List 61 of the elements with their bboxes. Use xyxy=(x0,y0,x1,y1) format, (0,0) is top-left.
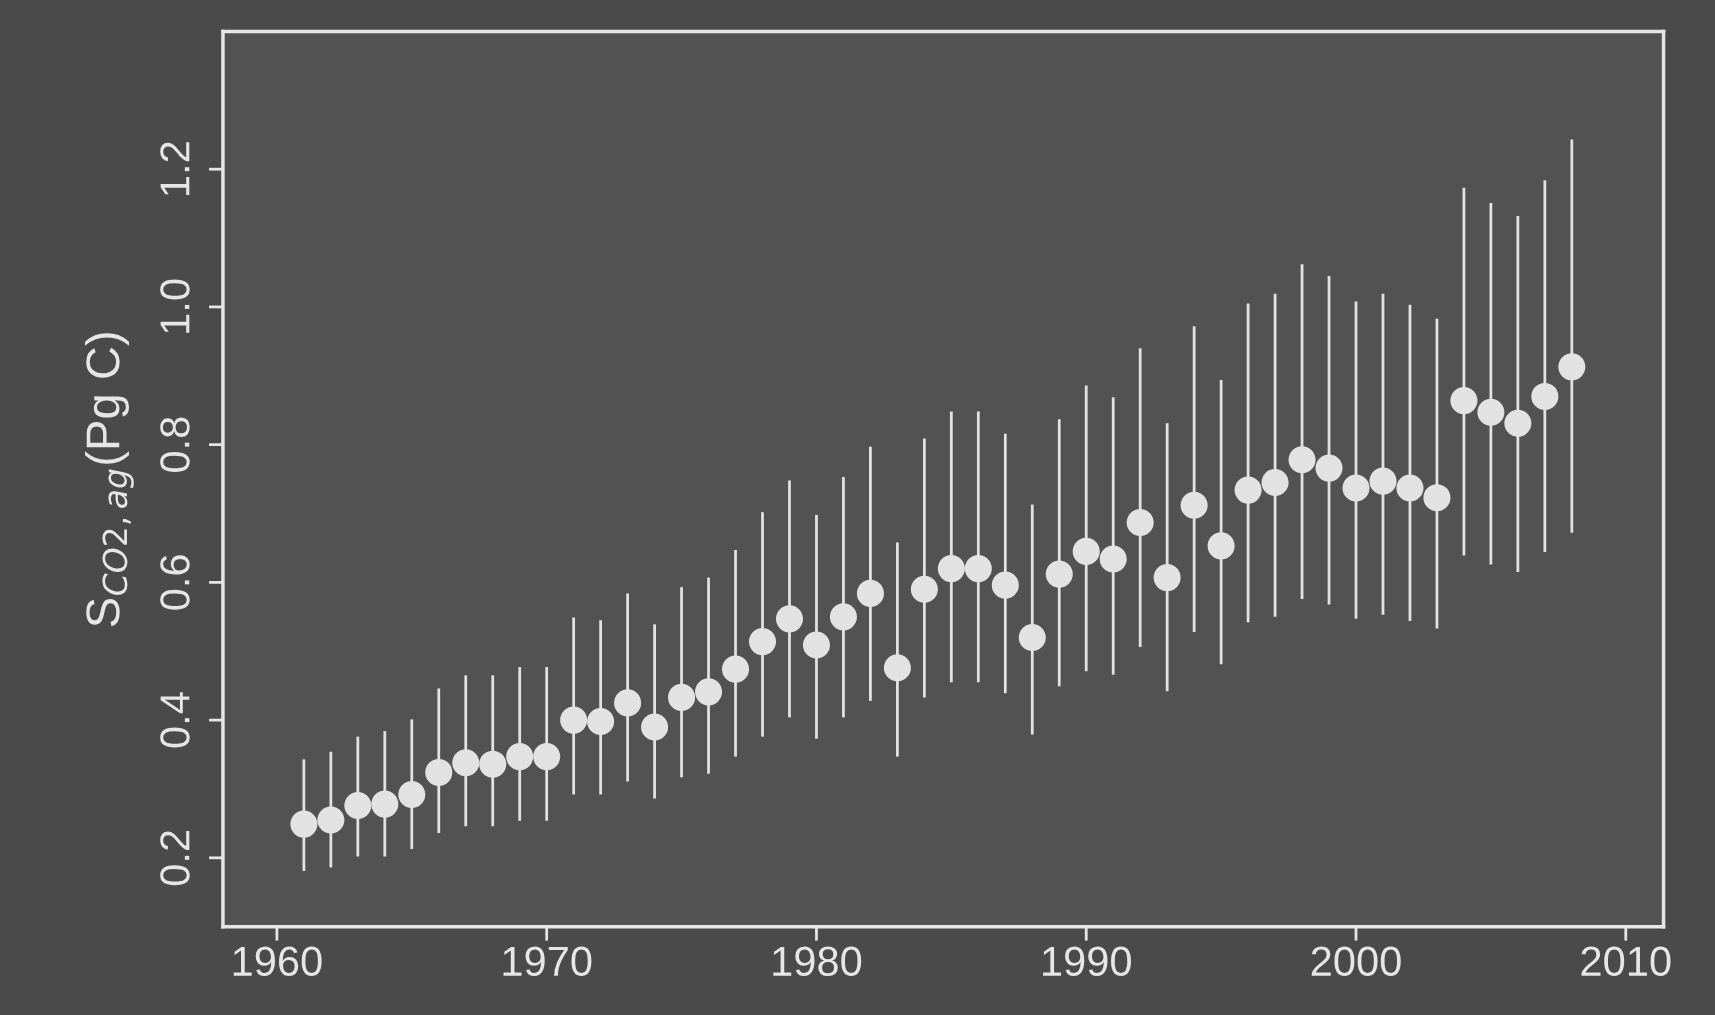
point xyxy=(1423,484,1451,512)
point xyxy=(533,743,561,771)
point xyxy=(371,790,399,818)
y-axis-title: S$_{CO2,ag}$(Pg C) xyxy=(85,333,134,627)
point xyxy=(1396,474,1424,502)
y-tick-label: 0.8 xyxy=(160,417,190,472)
x-tick-label: 2000 xyxy=(1311,946,1401,977)
y-tick-label: 1.2 xyxy=(160,142,190,195)
point xyxy=(587,707,615,736)
point xyxy=(1072,537,1100,565)
point xyxy=(1558,353,1586,381)
point xyxy=(964,555,992,583)
x-tick-label: 1960 xyxy=(233,946,322,977)
point xyxy=(290,810,318,838)
point xyxy=(1315,454,1343,482)
x-tick-label: 2010 xyxy=(1581,946,1671,977)
y-tick-label: 0.4 xyxy=(160,692,190,748)
point xyxy=(695,678,723,706)
point xyxy=(1207,532,1235,560)
y-tick-label: 1.0 xyxy=(160,279,190,333)
point xyxy=(1504,409,1532,437)
point xyxy=(883,654,911,682)
x-tick-label: 1990 xyxy=(1043,946,1131,977)
x-tick-label: 1980 xyxy=(773,946,862,977)
point xyxy=(560,706,588,734)
point xyxy=(344,791,372,820)
point xyxy=(1450,387,1478,415)
point xyxy=(1288,446,1316,474)
point xyxy=(802,631,830,659)
point xyxy=(1234,476,1262,504)
point xyxy=(856,579,884,607)
point xyxy=(1126,508,1154,536)
point xyxy=(317,806,345,834)
point xyxy=(452,749,480,777)
point xyxy=(991,571,1019,599)
point xyxy=(506,743,534,771)
point xyxy=(1261,468,1289,497)
point xyxy=(398,780,426,809)
point xyxy=(721,655,750,683)
point xyxy=(1018,623,1046,651)
point xyxy=(425,758,453,786)
point xyxy=(1531,382,1559,410)
point xyxy=(1153,564,1181,592)
point xyxy=(479,750,507,778)
point xyxy=(910,575,938,603)
point xyxy=(1099,545,1127,573)
x-tick-label: 1970 xyxy=(503,946,592,977)
point xyxy=(775,605,804,633)
point xyxy=(1342,474,1370,502)
point xyxy=(1045,560,1073,588)
point xyxy=(1180,491,1208,519)
point xyxy=(1369,467,1397,495)
y-tick-label: 0.2 xyxy=(160,830,190,886)
point xyxy=(829,603,857,631)
y-tick-label: 0.6 xyxy=(160,555,190,610)
point xyxy=(1477,398,1505,426)
point xyxy=(937,555,965,583)
point xyxy=(748,628,777,656)
point xyxy=(668,683,696,711)
point xyxy=(641,713,669,741)
point xyxy=(614,689,642,717)
